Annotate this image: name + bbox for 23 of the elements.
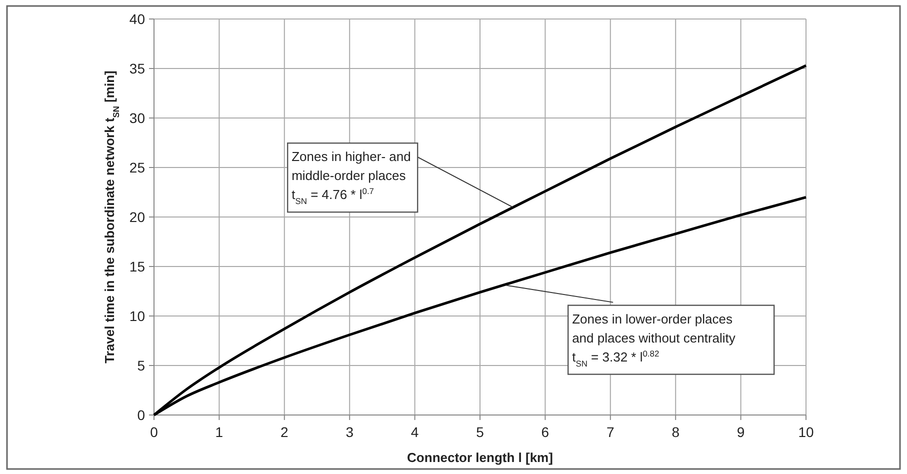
x-tick-label: 4 [410,424,419,440]
y-tick-label: 5 [137,358,146,374]
y-tick-label: 0 [137,407,146,423]
x-axis-title: Connector length l [km] [407,450,553,465]
x-tick-label: 0 [150,424,158,440]
y-tick-label: 25 [129,160,146,176]
x-tick-label: 3 [346,424,354,440]
x-tick-label: 9 [736,424,745,440]
x-tick-label: 2 [280,424,288,440]
x-tick-label: 6 [541,424,550,440]
x-tick-label: 10 [798,424,814,440]
y-tick-label: 20 [129,209,146,225]
x-tick-label: 8 [672,424,680,440]
x-tick-label: 1 [215,424,224,440]
y-tick-label: 10 [129,308,146,324]
annotation: Zones in higher- and middle-order places t$_{SN}$ = 4.76 * l$^{0.7}$ [292,149,411,206]
y-tick-label: 15 [129,258,146,274]
y-tick-label: 35 [129,60,146,76]
x-tick-label: 5 [476,424,484,440]
annotation: Zones in lower-order places and places without centrality t$_{SN}$ = 3.32 * l$^{0.82}$ [572,311,736,368]
x-tick-label: 7 [606,424,614,440]
y-tick-label: 40 [129,11,146,27]
y-tick-label: 30 [129,110,146,126]
